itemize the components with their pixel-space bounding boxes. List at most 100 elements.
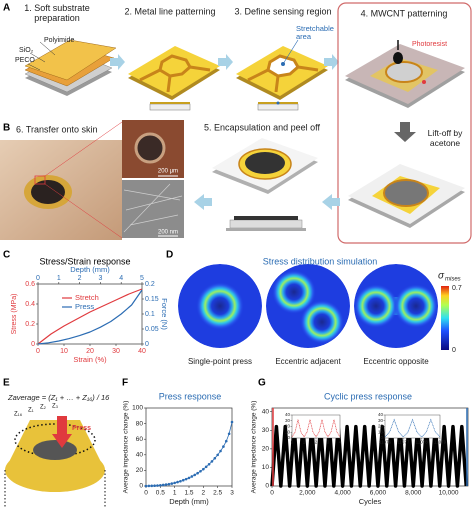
data-point — [147, 484, 151, 488]
mwcnt-pattern — [345, 40, 465, 108]
case-label: Eccentric opposite — [363, 357, 429, 366]
data-point — [196, 471, 199, 475]
x-tick-label: 2,000 — [299, 490, 316, 497]
formula: Zaverage = (Z₁ + … + Z₁₆) / 16 — [7, 393, 110, 402]
liftoff-label: Lift-off by acetone — [427, 128, 463, 148]
heatmap — [354, 264, 438, 348]
inset-x-tick-label: 2 — [315, 440, 318, 445]
series-line — [270, 424, 468, 488]
data-point — [207, 462, 211, 466]
step-label: 6. Transfer onto skin — [16, 124, 98, 134]
highlight-box — [337, 2, 472, 244]
panel-label: E — [3, 378, 10, 389]
x-tick-label: 8,000 — [405, 490, 422, 497]
x-tick-label: 20 — [86, 348, 94, 355]
layer-label: SiO₂ — [19, 47, 34, 54]
colorbar-tick: 0.7 — [452, 285, 462, 292]
chart-title: Press response — [159, 391, 222, 401]
inset-y-tick-label: 10 — [285, 429, 291, 434]
y-tick-label: 40 — [136, 452, 144, 459]
data-point — [167, 482, 171, 486]
colorbar — [441, 286, 449, 350]
series-line — [37, 288, 143, 345]
x-tick-label: 0.5 — [156, 490, 165, 497]
case-label: Single-point press — [188, 357, 252, 366]
arrow — [194, 194, 212, 210]
inset-y-tick-label: 30 — [285, 418, 291, 423]
plot-frame — [145, 407, 233, 487]
y-tick-label: 0.2 — [25, 321, 35, 328]
x-tick-label: 0 — [36, 348, 40, 355]
y2-tick-label: 0.05 — [145, 326, 159, 333]
substrate-stack — [24, 39, 117, 96]
data-point — [227, 432, 231, 436]
heatmap — [178, 264, 262, 348]
data-point — [179, 479, 182, 483]
x-tick-label: 0 — [270, 490, 274, 497]
electrode-label: Z₁ — [28, 408, 34, 414]
y2-axis-label: Force (N) — [160, 298, 169, 330]
panel-label: F — [122, 378, 128, 389]
data-point — [219, 449, 222, 453]
lift-off-result — [348, 164, 465, 228]
y-tick-label: 10 — [262, 464, 270, 471]
electrode-label: Z₁₆ — [14, 412, 23, 418]
x-tick-label: 30 — [112, 348, 120, 355]
x-tick-label: 40 — [138, 348, 146, 355]
step-label: 5. Encapsulation and peel off — [204, 122, 320, 132]
data-point — [173, 481, 176, 485]
inset-x-tick-label: 3 — [327, 440, 330, 445]
data-point — [170, 482, 174, 485]
encapsulation — [212, 138, 318, 231]
panel-label: C — [3, 250, 10, 261]
inset-y-tick-label: 20 — [378, 424, 384, 429]
y-tick-label: 100 — [132, 405, 143, 412]
photoresist-label: Photoresist — [412, 41, 447, 48]
inset-x-tick-label: 11076 — [379, 440, 392, 445]
data-point — [187, 476, 191, 480]
inset-y-tick-label: 0 — [380, 435, 383, 440]
x-axis-label: Depth (mm) — [169, 497, 209, 506]
y-tick-label: 0 — [265, 483, 269, 490]
stretchable-label: Stretchable area — [296, 24, 334, 41]
inset-frame — [384, 414, 441, 439]
inset-x-tick-label: 4 — [339, 440, 342, 445]
x2-tick-label: 5 — [140, 275, 144, 282]
y-tick-label: 20 — [262, 446, 270, 453]
inset-line — [384, 418, 441, 438]
y-tick-label: 20 — [136, 467, 144, 474]
electrode-schematic — [4, 416, 106, 508]
arrow — [322, 194, 340, 210]
electrode-label: Z₃ — [52, 404, 59, 410]
panel-label: B — [3, 123, 10, 134]
data-point — [159, 483, 162, 487]
x2-tick-label: 2 — [78, 275, 82, 282]
press-label: Press — [72, 425, 91, 432]
electrode-label: Z₂ — [40, 405, 47, 411]
x2-tick-label: 0 — [36, 275, 40, 282]
chart-title: Stress/Strain response — [39, 256, 130, 266]
arrow — [218, 54, 233, 70]
y-tick-label: 0 — [31, 341, 35, 348]
x-tick-label: 10 — [60, 348, 68, 355]
inset-frame — [291, 414, 341, 439]
heatmap — [266, 264, 350, 348]
legend-label: Stretch — [75, 293, 99, 302]
y-axis-label: Average impedance change (%) — [123, 401, 130, 494]
x-tick-label: 2.5 — [213, 490, 222, 497]
inset-y-tick-label: 40 — [378, 412, 384, 417]
layer-label: PECO — [15, 57, 35, 64]
y2-tick-label: 0.1 — [145, 311, 155, 318]
skin-photo — [0, 120, 184, 240]
x2-tick-label: 1 — [57, 275, 61, 282]
scale-label: 200 nm — [158, 230, 178, 236]
y2-tick-label: 0 — [145, 341, 149, 348]
x-axis-label: Cycles — [359, 497, 382, 506]
sensing-region — [236, 39, 328, 111]
colorbar-symbol: σ — [438, 271, 445, 282]
data-point — [190, 475, 194, 478]
highlight-band — [466, 408, 468, 486]
y-tick-label: 40 — [262, 408, 270, 415]
